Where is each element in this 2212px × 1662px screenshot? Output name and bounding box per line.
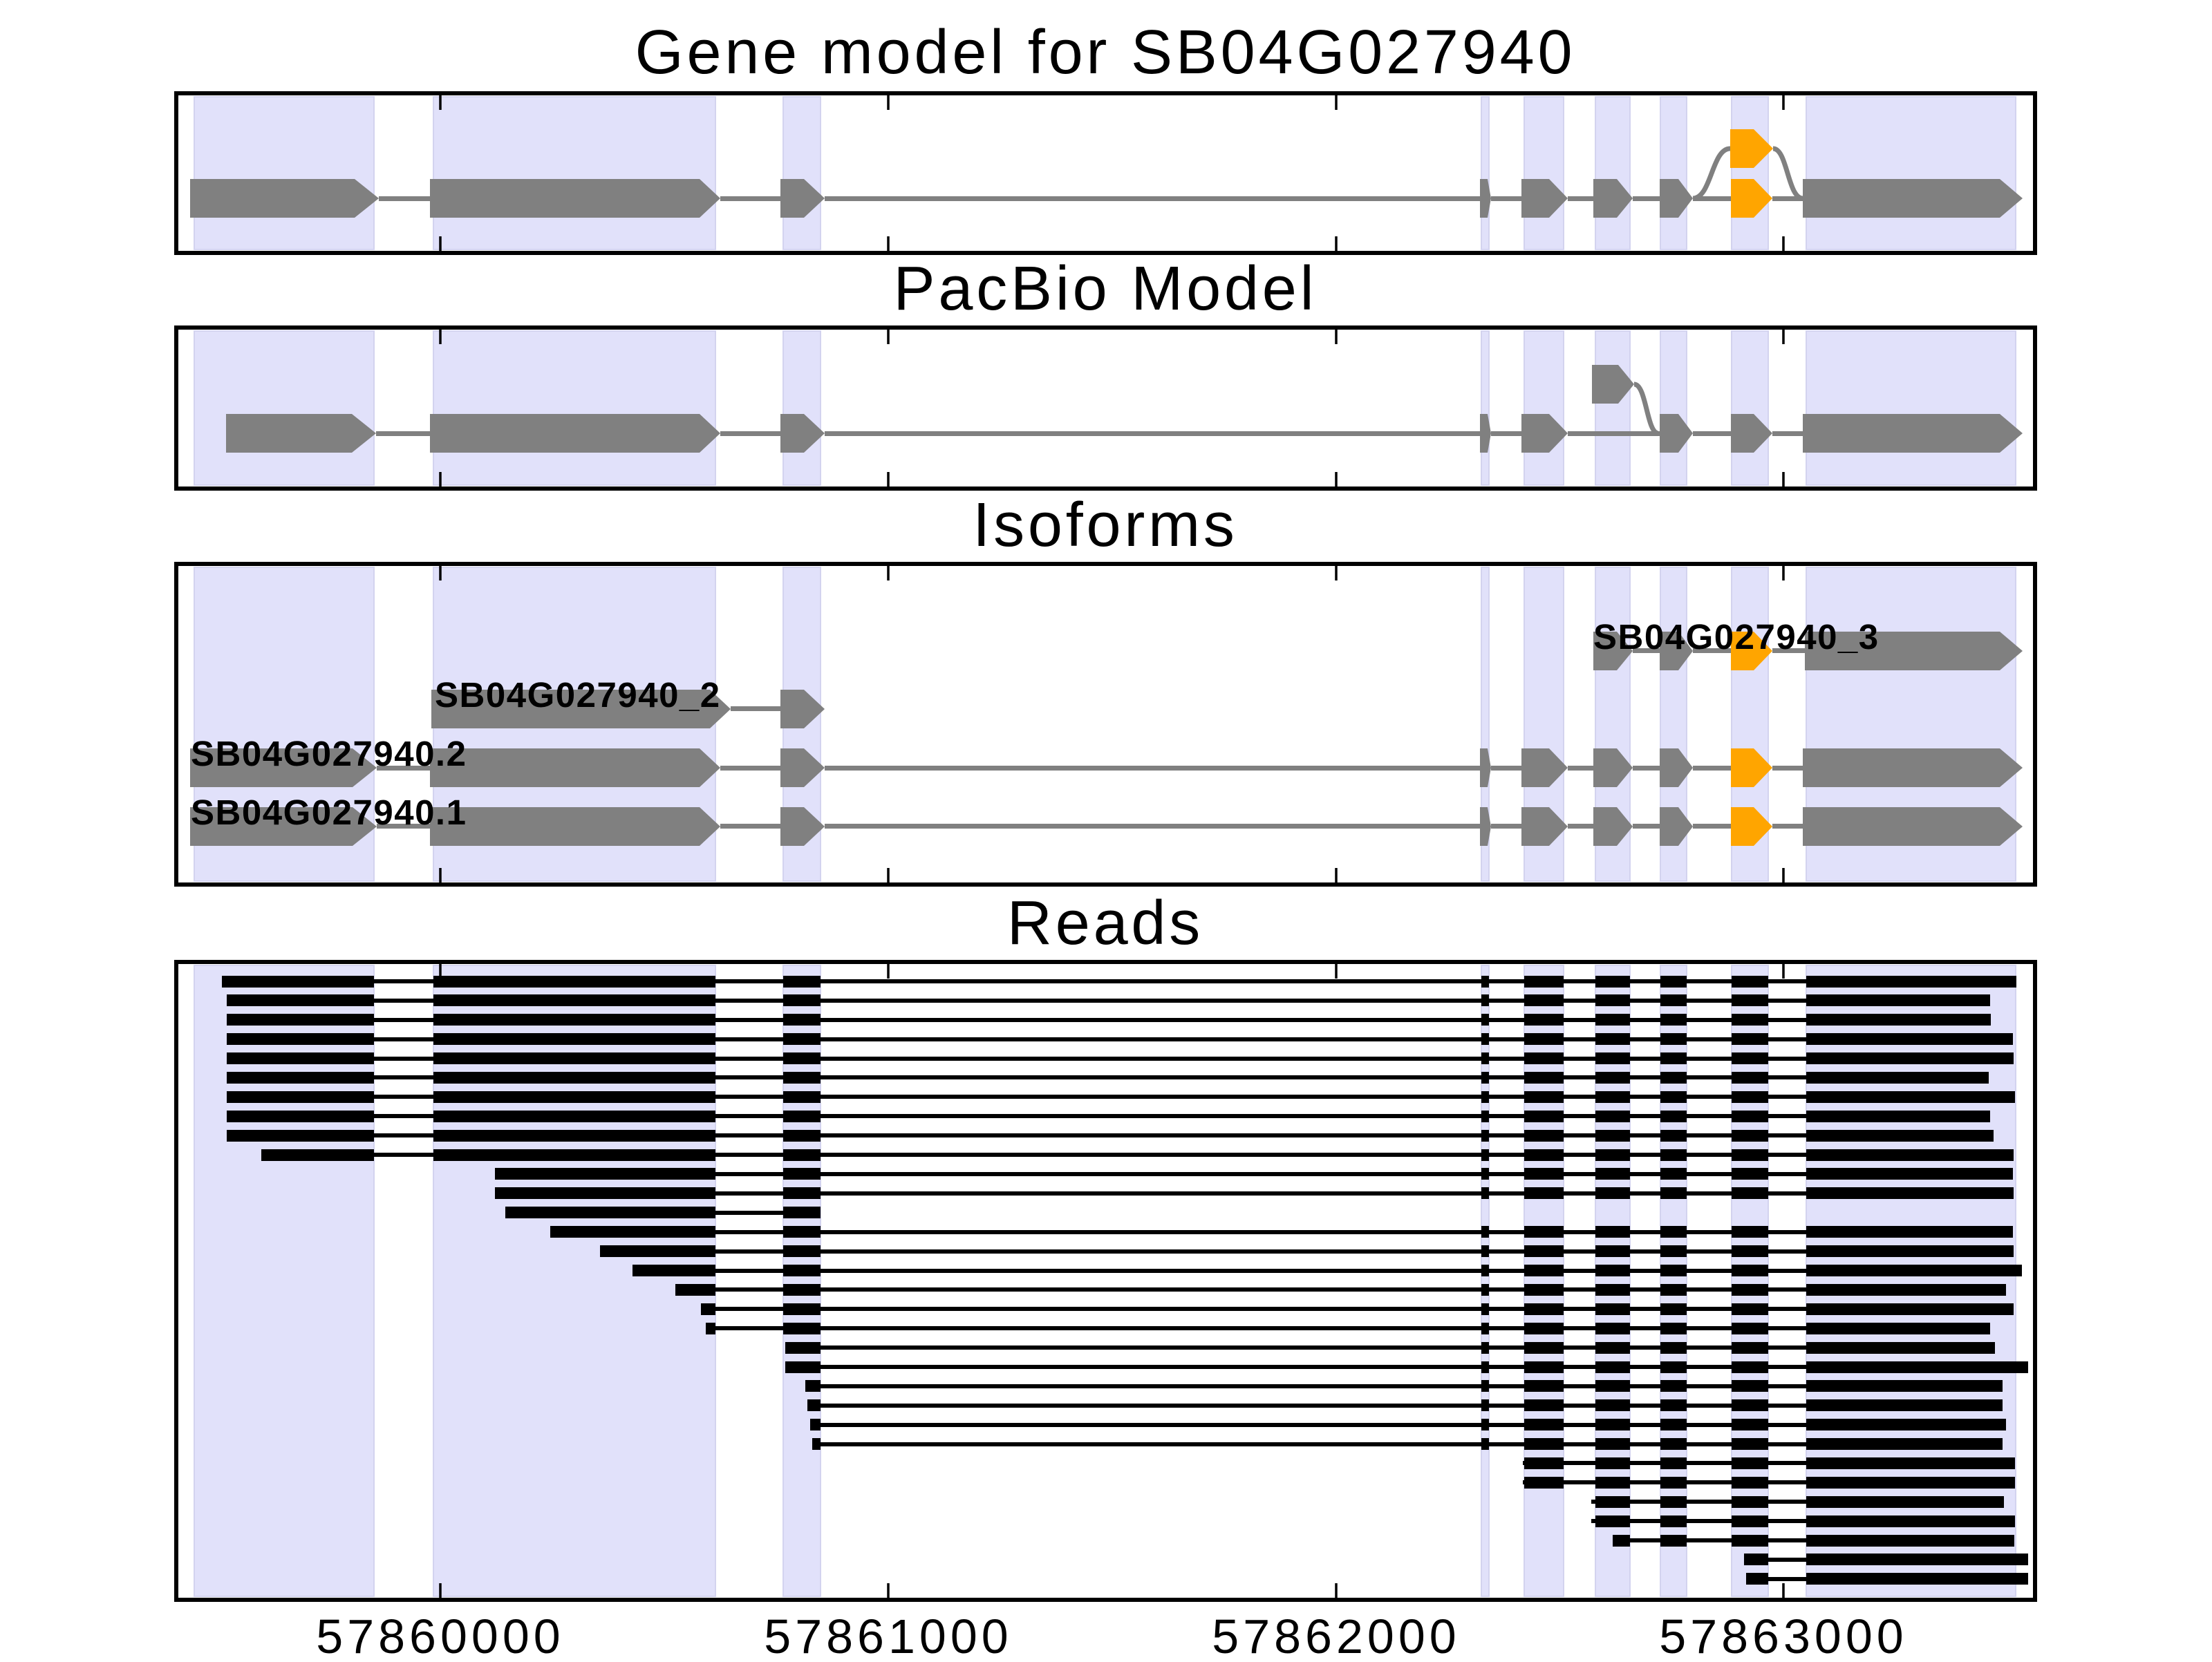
svg-text:Reads: Reads — [1007, 889, 1203, 958]
svg-text:SB04G027940_2: SB04G027940_2 — [435, 675, 721, 715]
svg-text:SB04G027940.1: SB04G027940.1 — [191, 793, 467, 832]
svg-text:57862000: 57862000 — [1212, 1609, 1460, 1659]
svg-text:SB04G027940_3: SB04G027940_3 — [1593, 617, 1880, 657]
svg-text:PacBio Model: PacBio Model — [894, 254, 1318, 323]
svg-text:Isoforms: Isoforms — [973, 491, 1237, 560]
svg-text:SB04G027940.2: SB04G027940.2 — [191, 734, 467, 773]
svg-text:57860000: 57860000 — [316, 1609, 564, 1659]
svg-text:57863000: 57863000 — [1659, 1609, 1907, 1659]
svg-text:Gene model for SB04G027940: Gene model for SB04G027940 — [635, 18, 1576, 87]
svg-text:57861000: 57861000 — [764, 1609, 1012, 1659]
